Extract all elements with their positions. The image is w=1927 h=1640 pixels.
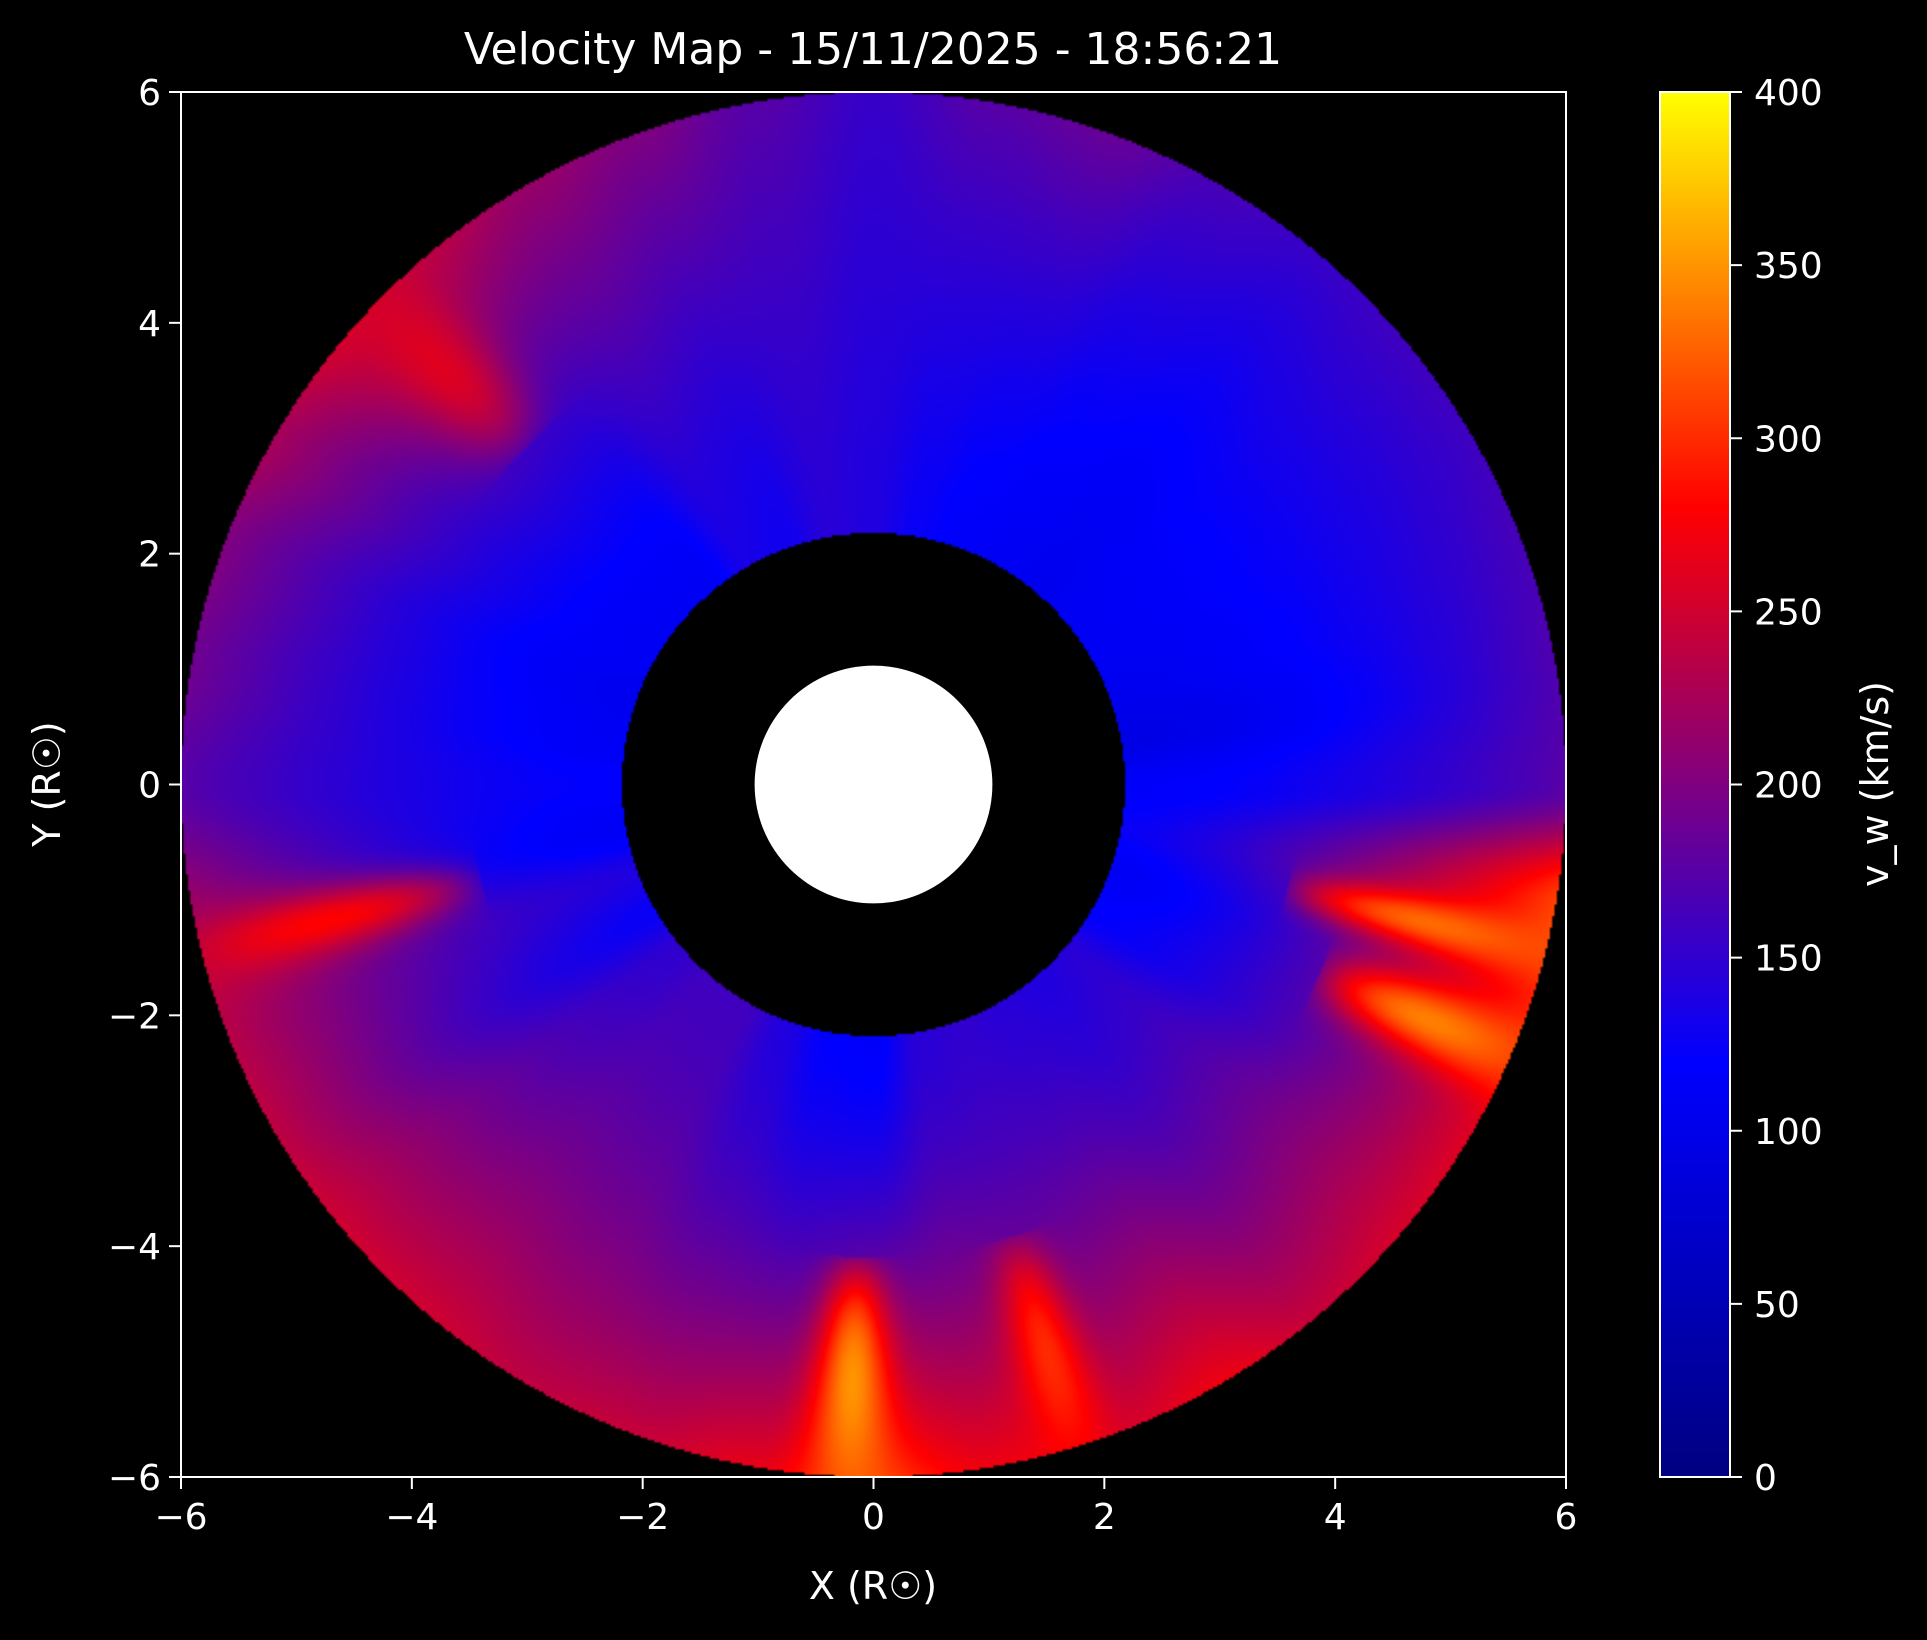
colorbar-tick-label: 100 — [1754, 1112, 1823, 1153]
x-tick-label: −2 — [616, 1497, 669, 1538]
colorbar-tick-label: 300 — [1754, 419, 1823, 460]
sun-disk — [754, 665, 993, 904]
x-tick-label: −4 — [385, 1497, 438, 1538]
y-tick-label: −2 — [108, 996, 161, 1037]
colorbar: 0 50 100 150 200 250 300 350 400 v_w (km/s) — [1659, 73, 1897, 1499]
colorbar-tick-label: 200 — [1754, 766, 1823, 807]
x-tick-label: −6 — [154, 1497, 207, 1538]
y-tick-label: −4 — [108, 1227, 161, 1268]
colorbar-ticks: 0 50 100 150 200 250 300 350 400 — [1730, 73, 1823, 1499]
colorbar-tick-label: 50 — [1754, 1285, 1800, 1326]
x-axis-ticks: −6 −4 −2 0 2 4 6 — [154, 1477, 1577, 1538]
y-tick-label: 0 — [138, 766, 161, 807]
colorbar-tick-label: 150 — [1754, 939, 1823, 980]
y-tick-label: 6 — [138, 73, 161, 114]
y-tick-label: 4 — [138, 304, 161, 345]
colorbar-tick-label: 400 — [1754, 73, 1823, 114]
x-tick-label: 2 — [1093, 1497, 1116, 1538]
colorbar-tick-label: 250 — [1754, 592, 1823, 633]
y-tick-label: −6 — [108, 1458, 161, 1499]
colorbar-tick-label: 350 — [1754, 246, 1823, 287]
chart-title: Velocity Map - 15/11/2025 - 18:56:21 — [464, 24, 1282, 75]
x-tick-label: 4 — [1324, 1497, 1347, 1538]
colorbar-tick-label: 0 — [1754, 1458, 1777, 1499]
colorbar-label: v_w (km/s) — [1853, 681, 1897, 887]
x-tick-label: 6 — [1555, 1497, 1578, 1538]
y-axis-label: Y (R☉) — [25, 721, 69, 847]
colorbar-gradient — [1659, 91, 1731, 1478]
y-tick-label: 2 — [138, 535, 161, 576]
plot-area: −6 −4 −2 0 2 4 6 −6 −4 −2 0 2 4 6 — [108, 73, 1578, 1538]
x-tick-label: 0 — [862, 1497, 885, 1538]
y-axis-ticks: −6 −4 −2 0 2 4 6 — [108, 73, 181, 1499]
x-axis-label: X (R☉) — [809, 1564, 937, 1608]
